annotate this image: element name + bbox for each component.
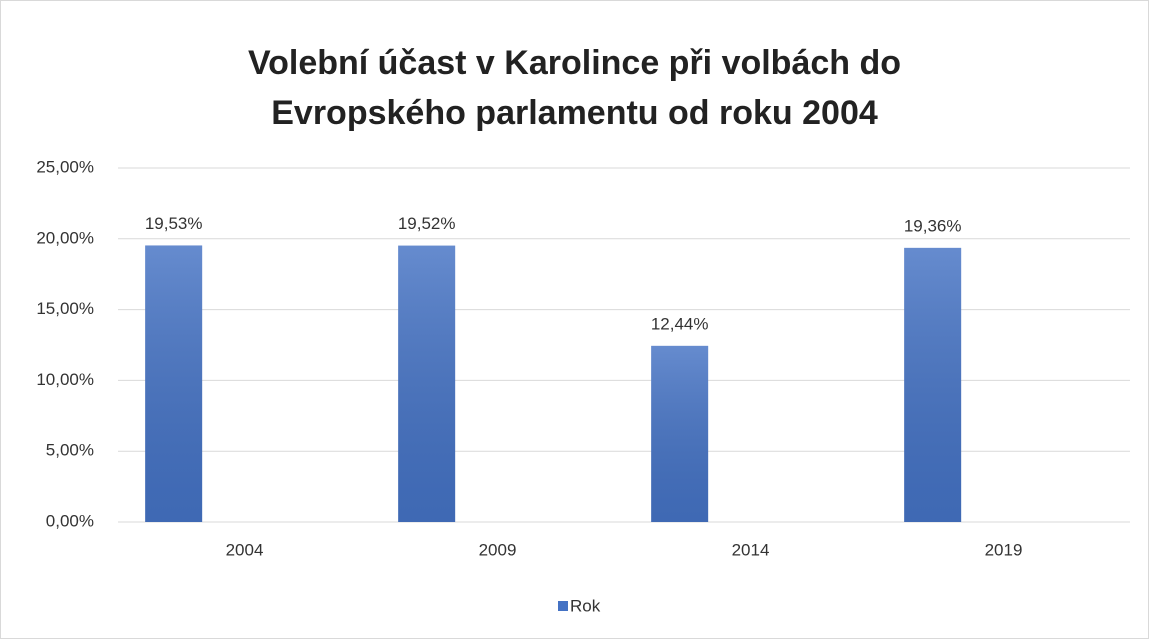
y-tick-label: 10,00% <box>36 370 94 389</box>
bar-shade <box>651 345 709 522</box>
legend-swatch <box>558 601 568 611</box>
x-tick-label: 2014 <box>732 540 770 559</box>
x-tick-label: 2004 <box>226 540 264 559</box>
bar-shade <box>145 245 203 522</box>
data-label: 19,36% <box>904 216 962 235</box>
bar-shade <box>398 245 456 522</box>
chart-title: Volební účast v Karolince při volbách do… <box>247 44 902 132</box>
y-tick-label: 20,00% <box>36 228 94 247</box>
y-tick-label: 5,00% <box>46 441 94 460</box>
x-tick-label: 2019 <box>985 540 1023 559</box>
y-tick-label: 0,00% <box>46 511 94 530</box>
data-label: 19,53% <box>145 214 203 233</box>
data-label: 19,52% <box>398 214 456 233</box>
bar-shade <box>904 247 962 522</box>
data-label: 12,44% <box>651 314 709 333</box>
legend-label: Rok <box>570 596 601 615</box>
x-tick-label: 2009 <box>479 540 517 559</box>
y-tick-label: 25,00% <box>36 157 94 176</box>
y-tick-label: 15,00% <box>36 299 94 318</box>
